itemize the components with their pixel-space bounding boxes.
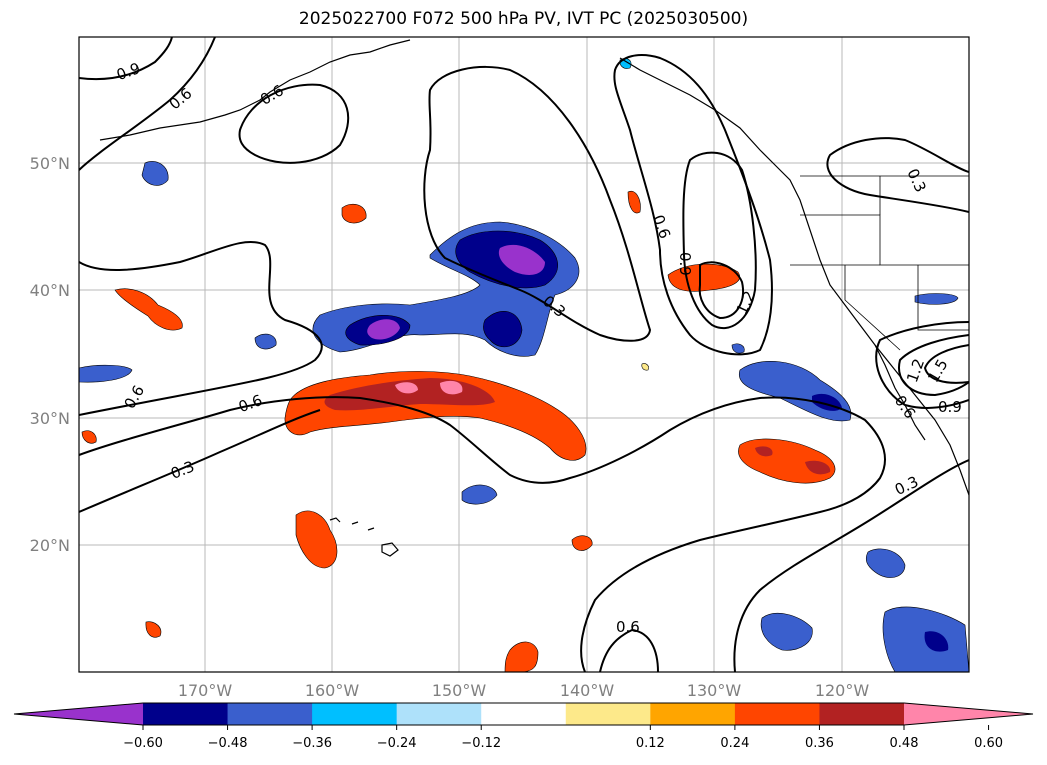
neg-region-small-2 [79,364,133,383]
map-content: 0.9 0.6 0.6 0.6 0.3 0.6 0.6 0.3 0.9 1.2 … [79,37,969,672]
contour-03-south [79,396,886,672]
contour-09-se [875,321,969,409]
lon-label-150w: 150°W [432,681,487,700]
lon-label-120w: 120°W [815,681,870,700]
neg-region-small-7 [914,293,959,305]
colorbar-tick-label: −0.36 [292,736,332,751]
border-california [844,265,901,351]
contour-03-ne [826,137,969,213]
political-borders [790,175,969,351]
colorbar-tick-label: −0.60 [123,736,163,751]
contour-06-south [79,409,321,513]
colorbar: −0.60 −0.48 −0.36 −0.24 −0.12 0.12 0.24 0.36 0.4… [13,702,1034,751]
negative-shading [79,58,969,672]
contour-label: 0.9 [676,252,694,276]
contour-03-center [423,66,652,342]
colorbar-tick-label: 0.12 [636,736,665,751]
neg-region-small-1 [141,161,169,186]
contour-09-nw [79,37,173,81]
contour-15-se [923,344,969,384]
colorbar-extend-min [14,703,143,725]
pos-region-west-1 [114,288,183,331]
lat-label-20n: 20°N [30,536,70,555]
contour-06-east [613,54,773,356]
ivt-contours [79,37,969,672]
contour-06-ring [238,83,350,164]
neg-region-small-3 [254,333,277,350]
colorbar-segment [227,703,313,725]
neg-region-small-8 [731,343,745,354]
contour-label: 0.9 [938,398,962,416]
lon-label-130w: 130°W [687,681,742,700]
pos-region-small-7 [641,363,649,371]
lat-label-40n: 40°N [30,281,70,300]
colorbar-segment [396,703,482,725]
contour-06-bottom [599,628,659,672]
colorbar-tick-label: −0.12 [461,736,501,751]
longitude-labels: 170°W 160°W 150°W 140°W 130°W 120°W [178,681,870,700]
latitude-labels: 50°N 40°N 30°N 20°N [30,154,70,555]
neg-region-se-inner [924,631,949,652]
pos-region-small-6 [504,641,539,672]
positive-shading [81,190,836,672]
contour-06-nw [79,37,216,171]
lat-label-30n: 30°N [30,409,70,428]
colorbar-extend-max [904,703,1033,725]
colorbar-segment [650,703,736,725]
pos-band-main-core [395,380,463,395]
colorbar-tick-label: 0.24 [720,736,749,751]
colorbar-segment [565,703,651,725]
contour-12-east [698,261,744,320]
map-frame [78,36,970,673]
pos-region-small-3 [81,430,97,444]
neg-region-small-4 [461,484,498,505]
pos-region-sw [295,510,338,569]
contour-03-sw-e [733,459,969,672]
lon-label-140w: 140°W [560,681,615,700]
neg-region-small-5 [865,548,906,578]
colorbar-segment [143,703,229,725]
pos-region-small-1 [341,203,367,224]
colorbar-tick-label: 0.36 [805,736,834,751]
colorbar-tick-label: −0.24 [377,736,417,751]
colorbar-tick-label: −0.48 [208,736,248,751]
pos-region-small-5 [145,621,162,638]
neg-region-small-6 [760,613,813,651]
colorbar-segment [819,703,905,725]
coast-alaska-aleutians [99,39,411,141]
colorbar-segment [312,703,398,725]
pos-region-small-2 [627,190,641,214]
gridlines [79,37,969,672]
contour-09-east [682,151,757,330]
colorbar-tick-label: 0.48 [890,736,919,751]
contour-12-se [898,334,969,397]
lat-label-50n: 50°N [30,154,70,173]
lon-label-170w: 170°W [178,681,233,700]
pos-region-east-inner [755,446,831,475]
neg-region-central-core [367,244,545,340]
colorbar-segment [734,703,820,725]
border-states-1 [800,214,969,266]
colorbar-tick-label: 0.60 [974,736,1003,751]
lon-label-160w: 160°W [305,681,360,700]
coast-baja [874,344,926,441]
pos-region-small-4 [571,535,593,551]
contour-03-big [79,240,323,416]
border-states-2 [790,176,969,331]
coast-hawaii [329,517,399,557]
colorbar-segment [481,703,567,725]
contour-label: 0.6 [616,618,640,636]
map-title: 2025022700 F072 500 hPa PV, IVT PC (2025… [298,9,749,29]
